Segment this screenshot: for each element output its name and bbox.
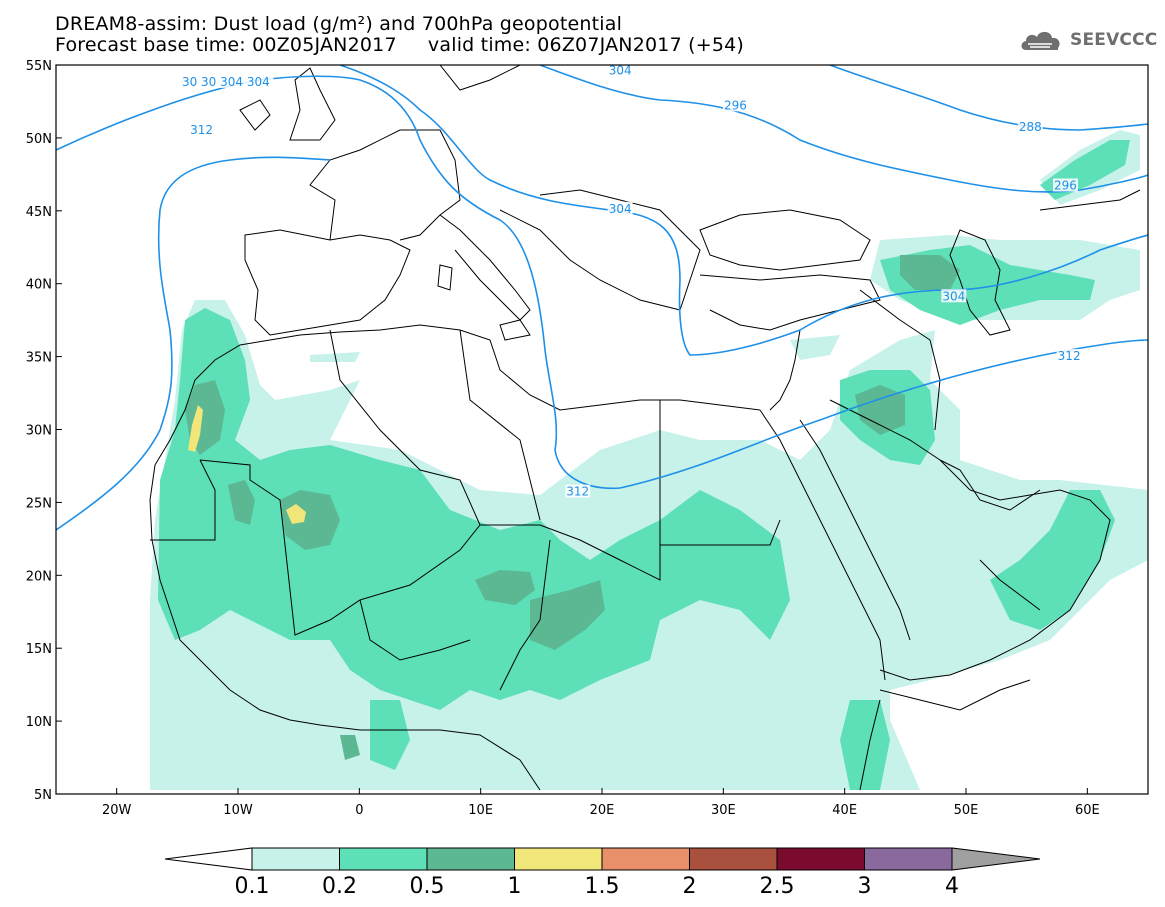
lat-tick-label: 40N	[26, 278, 52, 293]
lat-tick-label: 50N	[26, 132, 52, 147]
lon-tick-label: 40E	[832, 803, 857, 818]
contour-label-bg	[607, 63, 633, 77]
contour-label: 304	[942, 289, 965, 303]
colorbar-level-label: 1	[508, 874, 522, 899]
contour-label-bg	[1056, 349, 1082, 363]
contour-label-bg	[607, 201, 633, 215]
colorbar-level-label: 4	[945, 874, 959, 899]
lat-tick-label: 20N	[26, 569, 52, 584]
colorbar-swatch	[601, 847, 690, 871]
colorbar-swatch	[339, 847, 428, 871]
lat-tick-label: 35N	[26, 351, 52, 366]
lat-tick-label: 55N	[26, 59, 52, 74]
lat-tick-label: 15N	[26, 642, 52, 657]
lat-tick-label: 10N	[26, 715, 52, 730]
lon-tick-label: 0	[355, 803, 363, 818]
contour-label: 304	[609, 202, 632, 216]
contour-label-bg	[189, 123, 215, 137]
lat-tick-label: 30N	[26, 424, 52, 439]
contour-304	[339, 65, 1148, 356]
colorbar-swatch	[689, 847, 778, 871]
colorbar-swatch	[251, 847, 340, 871]
contour-label-bg	[565, 484, 591, 498]
contour-label-bg	[1017, 120, 1043, 134]
contour-label-bg	[722, 98, 748, 112]
contour-296	[539, 65, 1148, 193]
lat-tick-label: 5N	[34, 788, 52, 803]
lon-tick-label: 10W	[223, 803, 253, 818]
colorbar-over-triangle	[951, 847, 1041, 871]
colorbar-swatch	[426, 847, 515, 871]
cloud-logo-icon	[1021, 31, 1060, 50]
contour-label: 296	[1054, 178, 1077, 192]
colorbar-level-label: 2	[683, 874, 697, 899]
contour-label: 304	[609, 63, 632, 77]
contour-label-bg	[1052, 178, 1078, 192]
logo-text: SEEVCCC	[1070, 30, 1158, 50]
contour-288	[829, 65, 1148, 131]
contour-label: 312	[1058, 349, 1081, 363]
forecast-time-line: Forecast base time: 00Z05JAN2017 valid t…	[55, 34, 745, 56]
colorbar-swatch	[514, 847, 603, 871]
contour-label-bg	[178, 74, 274, 88]
contour-312-north	[56, 75, 1148, 490]
colorbar-level-label: 0.1	[235, 874, 270, 899]
contour-label-bg	[941, 289, 967, 303]
lon-tick-label: 20E	[590, 803, 615, 818]
colorbar-swatch	[776, 847, 865, 871]
contour-label: 312	[190, 123, 213, 137]
colorbar: 0.1 0.2 0.5 1 1.5 2 2.5 3 4	[164, 847, 1041, 899]
geopotential-contours	[56, 65, 1148, 531]
colorbar-level-label: 1.5	[585, 874, 620, 899]
colorbar-under-triangle	[164, 847, 253, 871]
dust-level-1	[188, 405, 306, 524]
lon-tick-label: 10E	[468, 803, 493, 818]
colorbar-level-label: 0.5	[410, 874, 445, 899]
map-title: DREAM8-assim: Dust load (g/m²) and 700hP…	[55, 13, 623, 35]
colorbar-swatch	[864, 847, 953, 871]
contour-label: 288	[1019, 120, 1042, 134]
axis-ticks: 20W 10W 0 10E 20E 30E 40E 50E 60E 55N 50N 45N 40N 35N…	[26, 59, 1100, 818]
lon-tick-label: 50E	[954, 803, 979, 818]
contour-label: 312	[566, 485, 589, 499]
contour-labels: 312 312 312 304 304 296 296 288 304 30 30 304 304	[178, 63, 1082, 499]
lon-tick-label: 30E	[711, 803, 736, 818]
colorbar-level-label: 2.5	[760, 874, 795, 899]
colorbar-level-label: 0.2	[322, 874, 357, 899]
lon-tick-label: 60E	[1075, 803, 1100, 818]
lon-tick-label: 20W	[102, 803, 132, 818]
contour-312-west	[56, 156, 331, 531]
seevccc-logo: SEEVCCC	[1018, 26, 1158, 56]
contour-label: 30 30 304 304	[182, 75, 270, 89]
contour-label: 296	[724, 98, 747, 112]
coastlines-and-borders	[149, 65, 1141, 791]
lat-tick-label: 45N	[26, 205, 52, 220]
lat-tick-label: 25N	[26, 496, 52, 511]
colorbar-level-label: 3	[858, 874, 872, 899]
